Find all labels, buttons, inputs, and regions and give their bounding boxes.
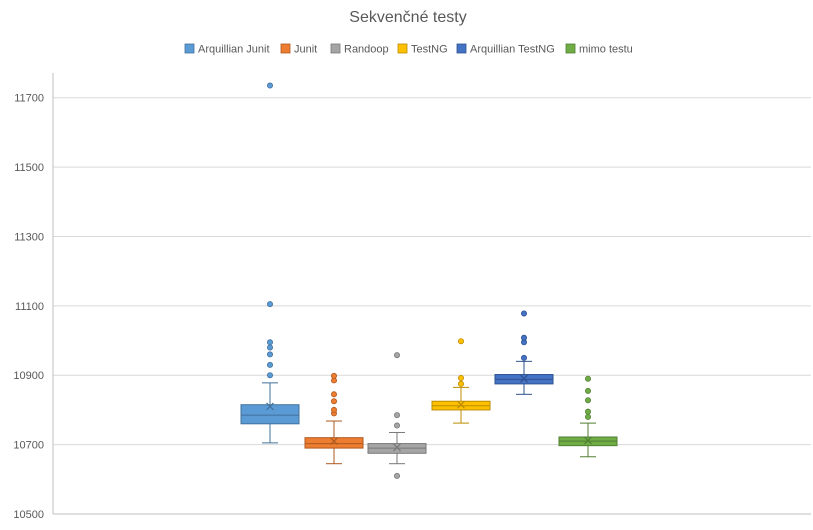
legend-item: Arquillian TestNG [456, 43, 555, 56]
outlier-point [266, 301, 273, 308]
mean-marker [584, 436, 592, 445]
outlier-point [266, 339, 273, 346]
outlier-point [457, 380, 464, 387]
legend: Arquillian Junit Junit Randoop TestNG Arquil… [184, 43, 633, 56]
outlier-point [330, 398, 337, 405]
outlier-point [266, 361, 273, 368]
outlier-point [266, 82, 273, 89]
outlier-point [330, 372, 337, 379]
mean-marker [457, 400, 465, 409]
mean-marker [393, 443, 401, 452]
outlier-point [521, 354, 528, 361]
outlier-point [585, 375, 592, 382]
outlier-point [585, 408, 592, 415]
y-tick-label: 10700 [13, 440, 44, 452]
legend-item: Randoop [330, 43, 389, 56]
y-tick-label: 10900 [13, 370, 44, 382]
legend-swatch [280, 43, 291, 54]
outlier-point [521, 310, 528, 317]
box-series [367, 352, 427, 479]
legend-label: mimo testu [579, 44, 633, 56]
outlier-point [585, 387, 592, 394]
y-tick-label: 11500 [14, 162, 44, 174]
legend-swatch [397, 43, 408, 54]
legend-item: Arquillian Junit [184, 43, 270, 56]
legend-item: TestNG [397, 43, 448, 56]
outlier-point [393, 422, 400, 429]
outlier-point [330, 406, 337, 413]
legend-item: mimo testu [565, 43, 633, 56]
box-series [304, 372, 364, 465]
y-tick-label: 10500 [13, 509, 44, 521]
legend-label: Arquillian Junit [198, 44, 270, 56]
y-tick-label: 11300 [14, 231, 44, 243]
box-series [240, 82, 300, 444]
legend-item: Junit [280, 43, 317, 56]
legend-label: TestNG [411, 44, 448, 56]
outlier-point [457, 375, 464, 382]
legend-swatch [565, 43, 576, 54]
outlier-point [266, 372, 273, 379]
box [240, 404, 300, 425]
outlier-point [585, 413, 592, 420]
box-series [494, 310, 554, 395]
outlier-point [393, 472, 400, 479]
outlier-point [393, 352, 400, 359]
gridlines [53, 97, 811, 515]
mean-marker [266, 402, 274, 411]
legend-swatch [184, 43, 195, 54]
legend-swatch [456, 43, 467, 54]
legend-swatch [330, 43, 341, 54]
plot-area [240, 82, 618, 479]
outlier-point [585, 397, 592, 404]
outlier-point [521, 334, 528, 341]
mean-marker [520, 374, 528, 383]
outlier-point [266, 344, 273, 351]
box-series [558, 375, 618, 458]
outlier-point [393, 412, 400, 419]
y-axis: 10500 10700 10900 11100 11300 11500 11700 [13, 73, 54, 521]
box-series [431, 338, 491, 424]
chart-title: Sekvenčné testy [349, 9, 466, 26]
legend-label: Arquillian TestNG [470, 44, 555, 56]
y-tick-label: 11100 [15, 301, 44, 313]
legend-label: Junit [294, 44, 317, 56]
y-tick-label: 11700 [14, 93, 44, 105]
outlier-point [330, 391, 337, 398]
mean-marker [330, 437, 338, 446]
legend-label: Randoop [344, 44, 389, 56]
outlier-point [457, 338, 464, 345]
box [304, 437, 364, 449]
outlier-point [266, 351, 273, 358]
